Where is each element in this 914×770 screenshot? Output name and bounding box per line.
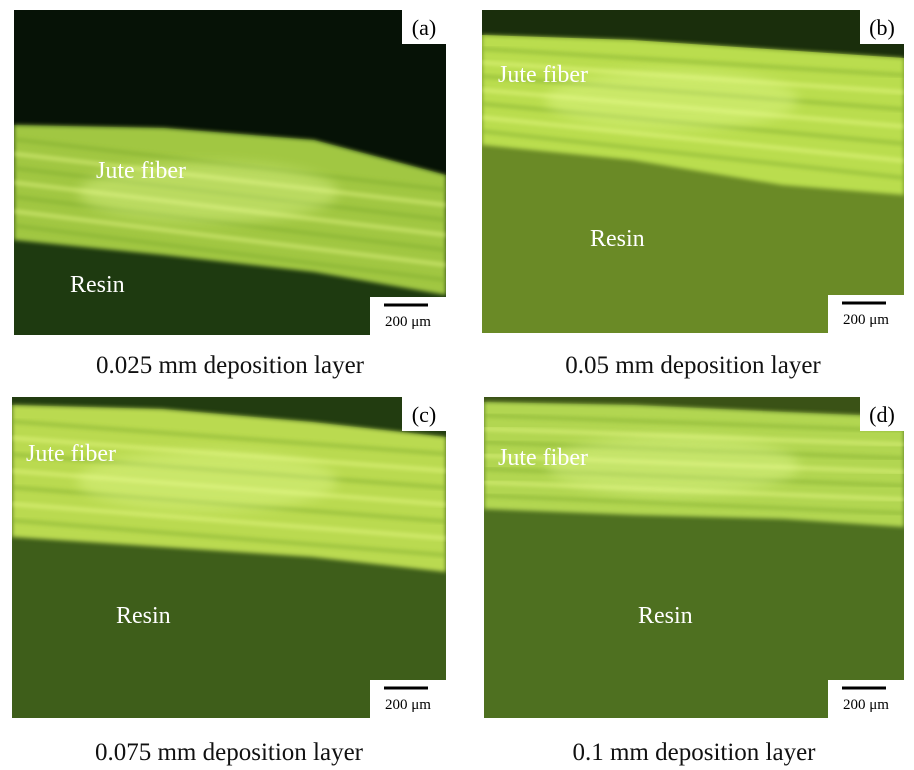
resin-label: Resin (590, 226, 645, 252)
caption: 0.075 mm deposition layer (95, 739, 364, 766)
scale-label: 200 μm (843, 697, 889, 713)
scale-label: 200 μm (843, 312, 889, 328)
panel-label: (b) (869, 15, 895, 40)
fiber-label: Jute fiber (26, 441, 116, 467)
caption: 0.025 mm deposition layer (96, 352, 365, 379)
resin-label: Resin (638, 603, 693, 629)
resin-label: Resin (116, 603, 171, 629)
glow (77, 451, 337, 511)
panel-label: (a) (412, 15, 436, 40)
micrograph (482, 10, 904, 333)
scale-label: 200 μm (385, 697, 431, 713)
caption: 0.05 mm deposition layer (565, 352, 821, 379)
scale-label: 200 μm (385, 314, 431, 330)
panel-label: (c) (412, 402, 436, 427)
caption: 0.1 mm deposition layer (572, 739, 816, 766)
fiber-label: Jute fiber (498, 445, 588, 471)
resin-label: Resin (70, 272, 125, 298)
fiber-label: Jute fiber (96, 158, 186, 184)
fiber-label: Jute fiber (498, 62, 588, 88)
figure: Jute fiber Resin (a) 200 μm 0.025 mm deposit… (0, 0, 914, 770)
page: Jute fiber Resin (a) 200 μm 0.025 mm deposit… (0, 0, 914, 770)
panel-label: (d) (869, 402, 895, 427)
